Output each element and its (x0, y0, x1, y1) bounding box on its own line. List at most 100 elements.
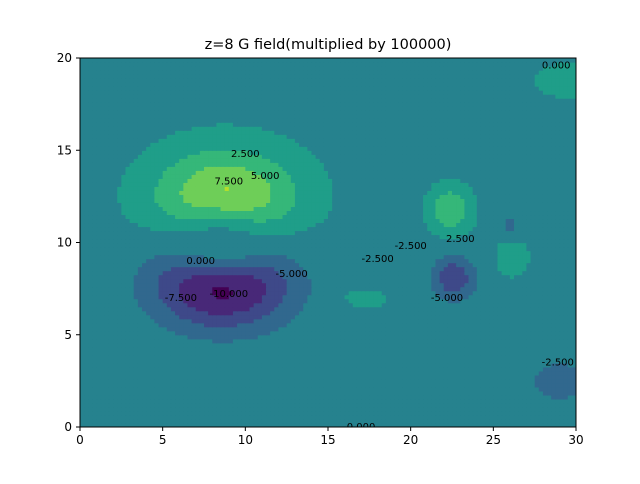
contour-cell (390, 398, 395, 404)
contour-cell (402, 358, 408, 364)
contour-cell (328, 270, 333, 276)
contour-cell (303, 398, 308, 404)
contour-cell (439, 414, 445, 420)
contour-cell (282, 262, 288, 268)
contour-cell (410, 418, 416, 424)
contour-cell (365, 278, 370, 284)
contour-cell (522, 282, 527, 288)
contour-cell (377, 306, 383, 312)
contour-cell (212, 266, 217, 272)
contour-cell (385, 354, 391, 360)
contour-cell (108, 418, 114, 424)
contour-cell (328, 278, 333, 284)
contour-cell (303, 282, 308, 288)
contour-cell (319, 346, 325, 352)
contour-cell (241, 278, 246, 284)
contour-cell (137, 318, 143, 324)
contour-cell (191, 258, 197, 264)
contour-cell (414, 334, 420, 340)
contour-cell (526, 406, 532, 412)
contour-cell (315, 350, 321, 356)
contour-cell (187, 314, 193, 320)
contour-cell (224, 334, 230, 340)
contour-cell (555, 262, 561, 268)
contour-cell (555, 306, 561, 312)
contour-cell (489, 366, 494, 372)
contour-cell (195, 258, 201, 264)
contour-cell (216, 318, 222, 324)
contour-cell (183, 310, 189, 316)
contour-cell (505, 390, 511, 396)
contour-cell (402, 362, 408, 368)
contour-cell (385, 362, 391, 368)
contour-cell (299, 278, 304, 284)
contour-cell (319, 350, 325, 356)
contour-cell (257, 342, 263, 348)
contour-cell (377, 374, 383, 380)
contour-cell (406, 262, 412, 268)
contour-cell (125, 366, 131, 372)
contour-cell (385, 286, 391, 292)
contour-cell (162, 258, 168, 264)
contour-cell (476, 294, 482, 300)
contour-cell (158, 282, 164, 288)
contour-cell (369, 358, 375, 364)
contour-cell (352, 298, 358, 304)
contour-cell (509, 374, 515, 380)
contour-cell (187, 262, 193, 268)
contour-cell (336, 370, 341, 376)
contour-cell (278, 314, 284, 320)
contour-cell (567, 394, 573, 400)
contour-cell (464, 366, 470, 372)
contour-cell (505, 314, 511, 320)
contour-cell (249, 394, 255, 400)
contour-cell (220, 354, 226, 360)
contour-cell (402, 346, 408, 352)
contour-cell (456, 406, 461, 412)
contour-cell (319, 374, 325, 380)
contour-cell (555, 366, 561, 372)
contour-cell (270, 334, 275, 340)
contour-cell (361, 354, 366, 360)
contour-cell (237, 270, 242, 276)
contour-cell (146, 422, 151, 427)
contour-cell (199, 326, 205, 332)
contour-cell (183, 338, 189, 344)
contour-cell (385, 282, 391, 288)
contour-cell (228, 402, 234, 408)
contour-cell (336, 286, 341, 292)
contour-cell (472, 298, 478, 304)
contour-cell (315, 378, 321, 384)
contour-cell (328, 322, 333, 328)
contour-cell (476, 314, 482, 320)
contour-cell (394, 338, 399, 344)
contour-cell (294, 302, 300, 308)
contour-cell (245, 406, 251, 412)
contour-cell (253, 414, 259, 420)
contour-cell (150, 298, 155, 304)
contour-cell (538, 362, 544, 368)
contour-cell (129, 290, 135, 296)
contour-cell (373, 410, 379, 416)
contour-cell (377, 310, 383, 316)
contour-cell (220, 406, 226, 412)
contour-cell (311, 258, 317, 264)
contour-cell (208, 278, 213, 284)
contour-cell (195, 326, 201, 332)
contour-cell (261, 378, 267, 384)
contour-cell (237, 282, 242, 288)
contour-cell (129, 338, 135, 344)
contour-cell (460, 350, 465, 356)
contour-cell (249, 354, 255, 360)
contour-cell (175, 358, 180, 364)
contour-cell (195, 294, 201, 300)
contour-cell (530, 314, 536, 320)
contour-cell (431, 422, 437, 427)
contour-cell (290, 414, 296, 420)
contour-cell (460, 306, 465, 312)
contour-cell (456, 418, 461, 424)
contour-cell (162, 402, 168, 408)
contour-cell (538, 394, 544, 400)
contour-cell (266, 318, 271, 324)
contour-cell (381, 350, 387, 356)
